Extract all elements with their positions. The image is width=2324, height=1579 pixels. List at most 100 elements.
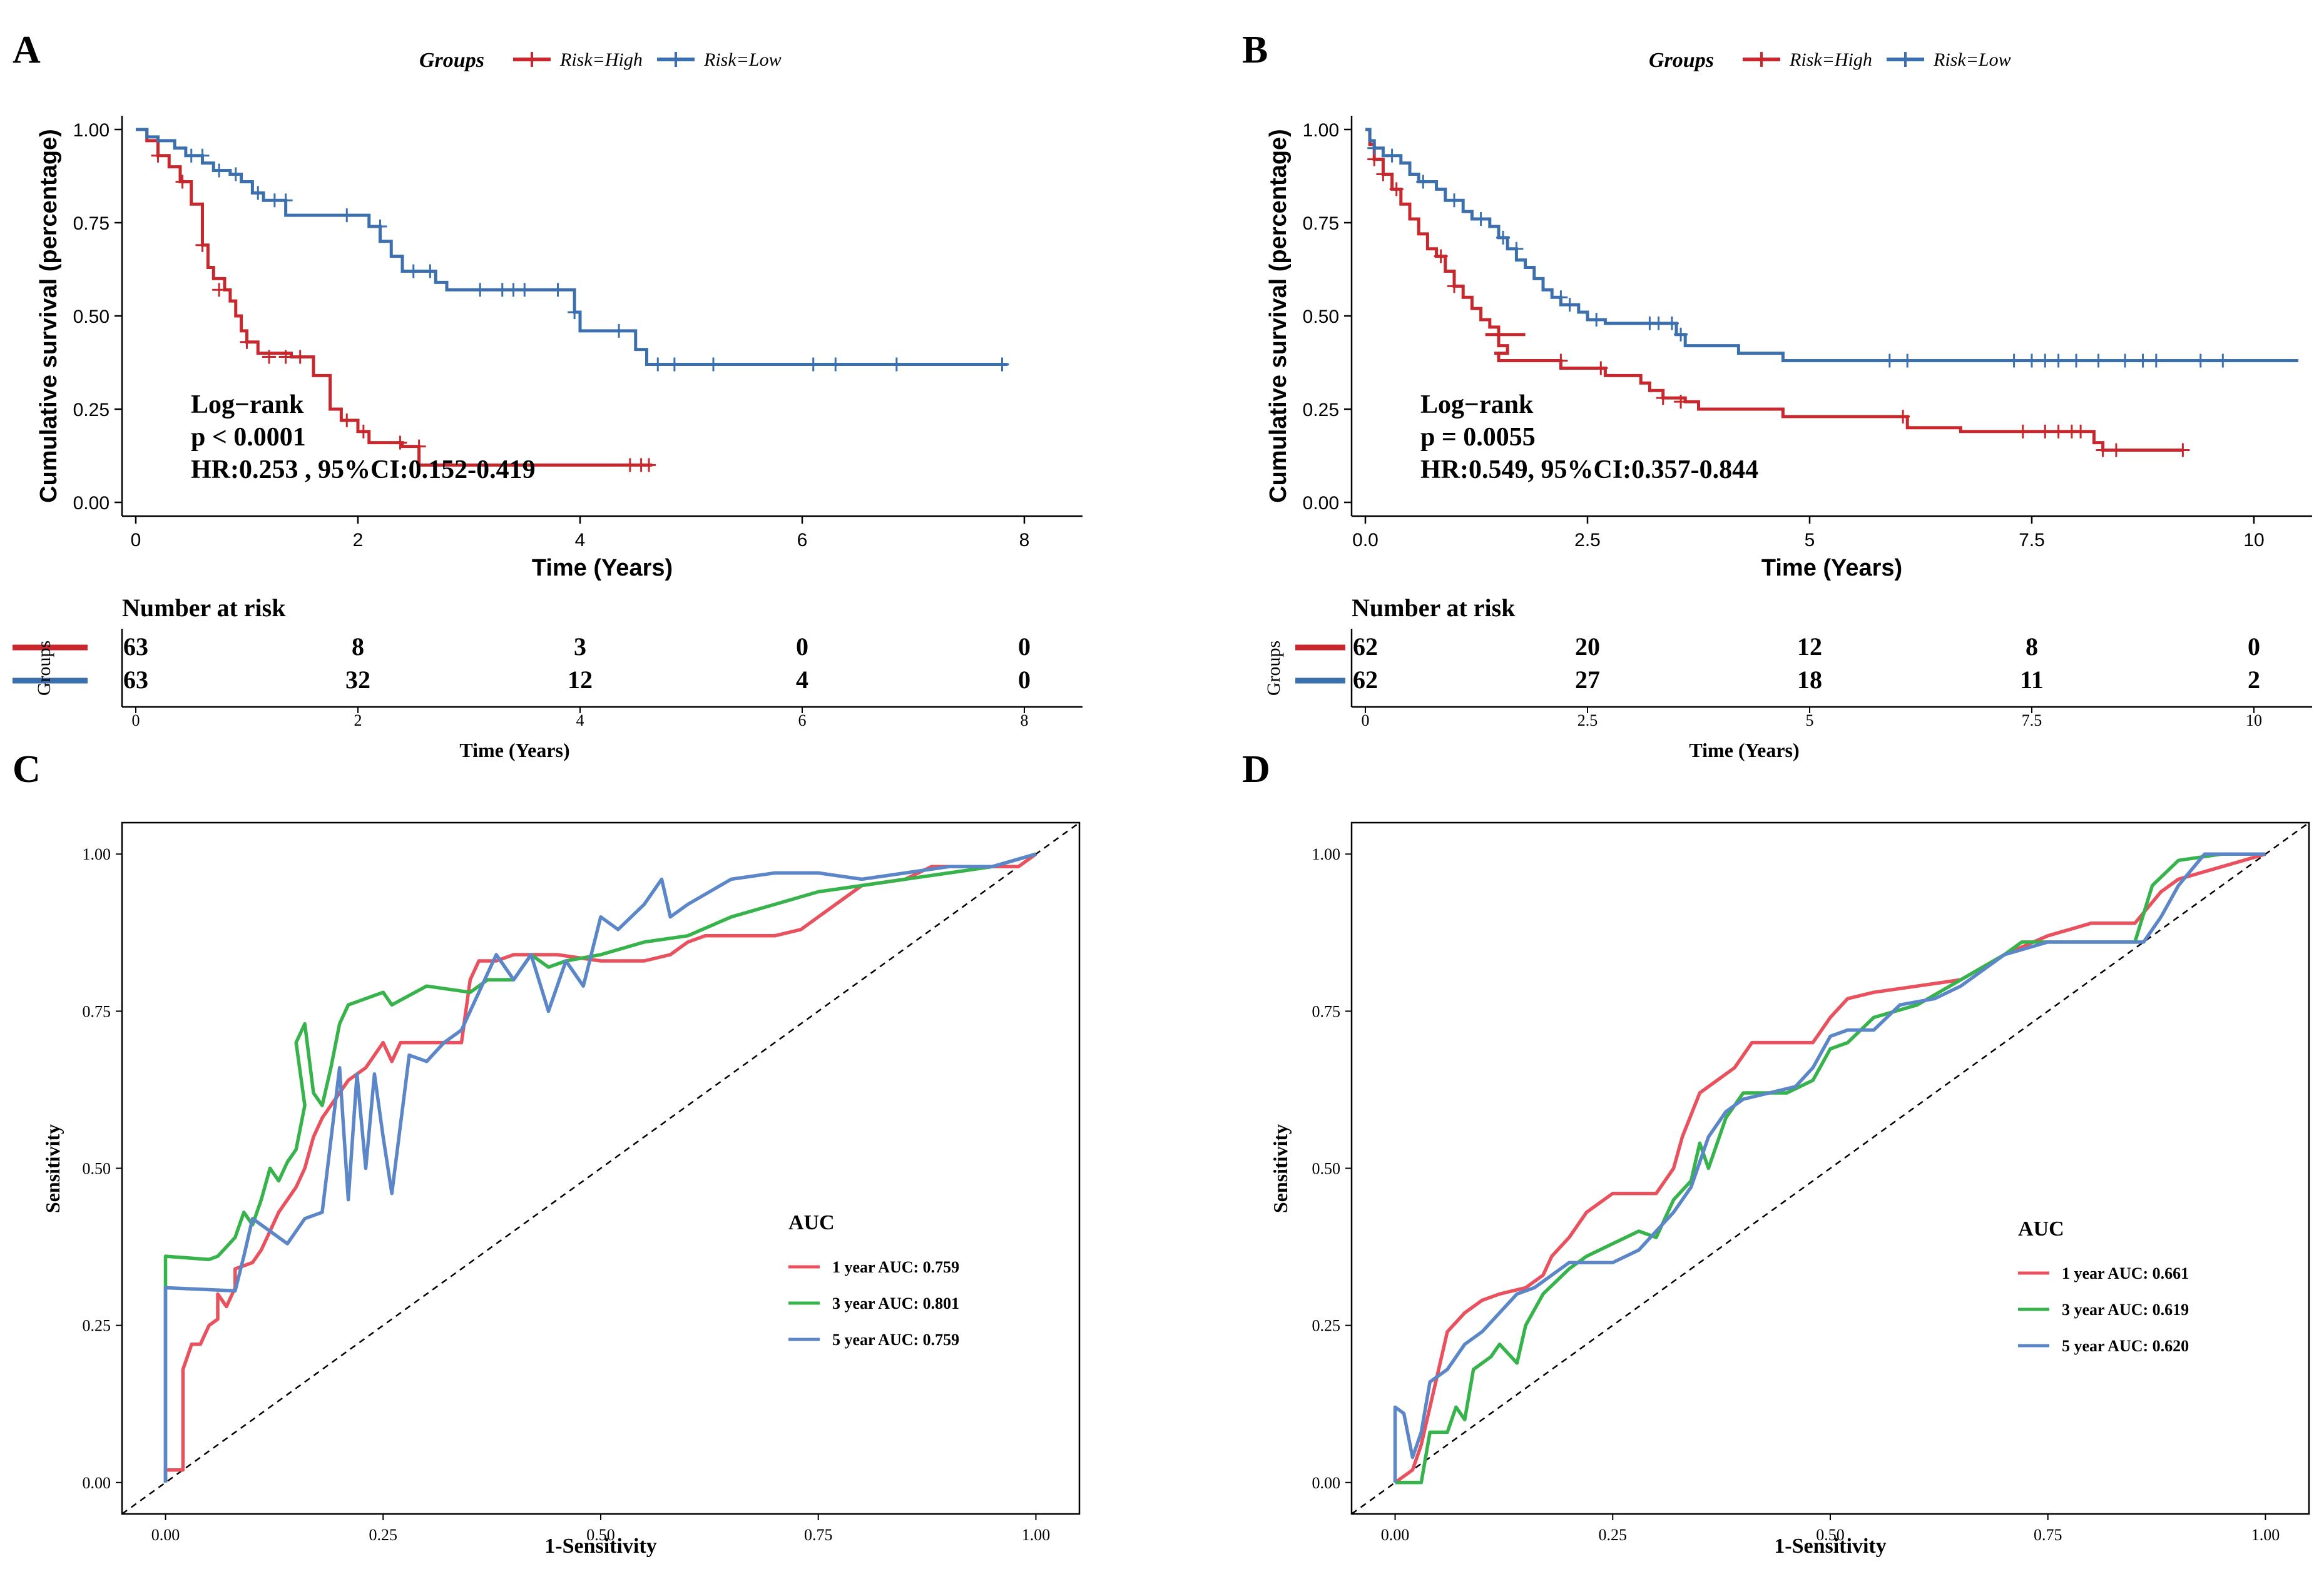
x-tick-label: 1.00 [1022, 1526, 1051, 1544]
legend-label-1: 1 year AUC: 0.759 [832, 1258, 959, 1276]
reference-diagonal [121, 821, 1080, 1515]
roc-curve-1 [163, 852, 1037, 1483]
censor-mark [1562, 298, 1577, 312]
censor-mark [889, 357, 904, 372]
censor-mark [1656, 391, 1670, 405]
legend-label-3: 5 year AUC: 0.759 [832, 1331, 959, 1349]
risk-x-tick-label: 8 [1021, 711, 1029, 729]
censor-mark [1376, 167, 1390, 181]
y-tick-label: 0.50 [83, 1160, 111, 1178]
censor-mark [1385, 148, 1399, 163]
annotation-line-2: p = 0.0055 [1420, 423, 1536, 452]
risk-count: 12 [1797, 632, 1822, 661]
censor-mark [1594, 361, 1608, 375]
censor-mark [1651, 316, 1666, 330]
risk-count: 8 [352, 632, 364, 661]
legend-label-1: Risk=High [1789, 49, 1872, 70]
y-tick-label: 0.75 [73, 213, 110, 234]
censor-mark [2069, 353, 2083, 368]
censor-mark [2149, 353, 2163, 368]
legend-title: Groups [419, 49, 484, 72]
y-tick-label: 1.00 [1312, 845, 1341, 863]
censor-mark [393, 435, 407, 450]
km-panel-A: A Groups Risk=High Risk=Low 0.00 0.25 0.50 0.75… [13, 29, 1083, 761]
censor-mark [2025, 353, 2039, 368]
censor-mark [373, 219, 387, 233]
legend-label-1: 1 year AUC: 0.661 [2062, 1264, 2189, 1282]
censor-mark [1389, 182, 1404, 196]
censor-mark [517, 283, 532, 297]
censor-mark [2216, 353, 2230, 368]
risk-count: 3 [574, 632, 586, 661]
y-axis-label: Sensitivity [41, 1124, 64, 1213]
y-tick-label: 0.00 [1303, 493, 1339, 514]
censor-mark [195, 238, 210, 252]
risk-count: 2 [2248, 666, 2260, 694]
panel-label: D [1242, 748, 1270, 791]
risk-x-tick-label: 0 [1362, 711, 1370, 729]
x-axis-label: Time (Years) [1761, 555, 1902, 581]
censor-mark [228, 167, 243, 181]
censor-mark [2193, 353, 2208, 368]
panel-label: B [1242, 29, 1268, 71]
censor-mark [1416, 175, 1430, 189]
y-tick-label: 0.75 [1303, 213, 1339, 234]
legend: Groups Risk=High Risk=Low [419, 49, 782, 72]
risk-y-label: Groups [1263, 641, 1284, 696]
risk-count: 0 [1018, 632, 1031, 661]
risk-count: 0 [796, 632, 808, 661]
legend-label-2: Risk=Low [703, 49, 782, 70]
censor-mark [1589, 312, 1604, 327]
risk-x-tick-label: 2 [354, 711, 362, 729]
y-tick-label: 0.00 [83, 1474, 111, 1492]
censor-mark [151, 148, 165, 163]
annotation-line-1: Log−rank [191, 390, 304, 419]
risk-count: 0 [1018, 666, 1031, 694]
panel-label: A [13, 29, 41, 71]
censor-mark [828, 357, 843, 372]
y-tick-label: 0.25 [1303, 400, 1339, 420]
x-tick-label: 0.75 [2034, 1526, 2062, 1544]
risk-count: 4 [796, 666, 808, 694]
censor-mark [2016, 424, 2030, 439]
risk-count: 63 [123, 666, 148, 694]
risk-x-tick-label: 10 [2246, 711, 2262, 729]
censor-mark [2136, 353, 2150, 368]
censor-mark [1674, 395, 1688, 409]
censor-mark [2118, 353, 2133, 368]
censor-mark [278, 350, 293, 364]
censor-mark [2074, 424, 2088, 439]
x-tick-label: 8 [1019, 530, 1030, 551]
risk-x-tick-label: 0 [132, 711, 140, 729]
risk-count: 63 [123, 632, 148, 661]
roc-panel-C: C 0.00 0.25 0.50 0.75 1.00 0.00 0.25 0.50 0.75 1.0… [13, 748, 1081, 1558]
risk-count: 27 [1575, 666, 1600, 694]
x-tick-label: 0.25 [1599, 1526, 1628, 1544]
censor-mark [212, 283, 227, 297]
x-tick-label: 0.50 [1816, 1526, 1845, 1544]
censor-mark [1496, 230, 1511, 245]
censor-mark [212, 163, 227, 178]
legend-title: AUC [788, 1211, 835, 1234]
annotation-line-2: p < 0.0001 [191, 423, 306, 452]
risk-table-title: Number at risk [122, 594, 286, 622]
y-tick-label: 1.00 [1303, 120, 1339, 141]
risk-x-tick-label: 7.5 [2022, 711, 2042, 729]
legend-label-3: 5 year AUC: 0.620 [2062, 1337, 2189, 1355]
censor-mark [251, 186, 265, 200]
risk-x-label: Time (Years) [1689, 739, 1799, 761]
risk-count: 18 [1797, 666, 1822, 694]
legend-title: Groups [1649, 49, 1714, 72]
censor-mark [806, 357, 820, 372]
risk-count: 12 [568, 666, 593, 694]
risk-x-tick-label: 2.5 [1577, 711, 1598, 729]
risk-count: 62 [1353, 666, 1378, 694]
y-axis-label: Cumulative survival (percentage) [36, 129, 62, 503]
censor-mark [651, 357, 665, 372]
censor-mark [1882, 353, 1897, 368]
risk-x-tick-label: 6 [798, 711, 807, 729]
reference-diagonal [1351, 821, 2310, 1515]
x-axis-label: 1-Sensitivity [1774, 1535, 1886, 1558]
km-panel-B: B Groups Risk=High Risk=Low0.000.250.500.75… [1242, 29, 2312, 761]
